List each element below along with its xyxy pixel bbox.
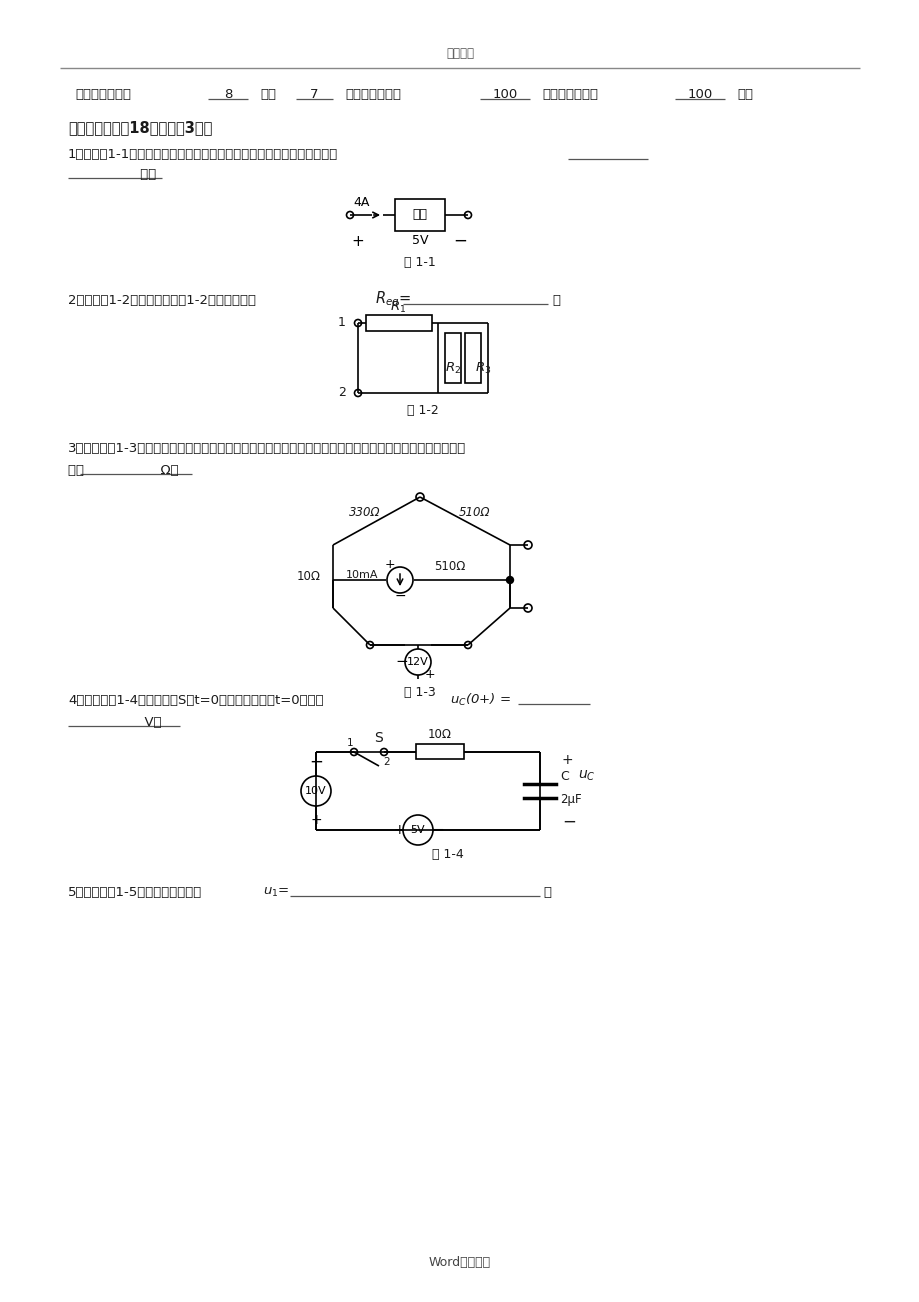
Text: 图 1-4: 图 1-4 bbox=[432, 849, 463, 862]
Text: $R_{eq}$=: $R_{eq}$= bbox=[375, 290, 411, 310]
Text: 2μF: 2μF bbox=[560, 793, 581, 806]
Bar bbox=[366, 315, 432, 331]
Text: 页，: 页， bbox=[260, 87, 276, 100]
Text: 2、计算图1-2所示电路中端口1-2端的等效电阻: 2、计算图1-2所示电路中端口1-2端的等效电阻 bbox=[68, 293, 255, 306]
Text: −: − bbox=[393, 589, 405, 603]
Text: 1: 1 bbox=[338, 316, 346, 329]
Text: 注意：本试卷共: 注意：本试卷共 bbox=[75, 87, 130, 100]
Text: $R_3$: $R_3$ bbox=[474, 361, 491, 375]
Text: 1: 1 bbox=[346, 738, 353, 749]
Text: +: + bbox=[392, 823, 404, 837]
Text: 8: 8 bbox=[223, 87, 232, 100]
Text: 330Ω: 330Ω bbox=[349, 506, 380, 519]
Text: 图 1-2: 图 1-2 bbox=[407, 405, 438, 418]
Text: +: + bbox=[562, 753, 573, 767]
Text: $u_1$=: $u_1$= bbox=[263, 885, 289, 898]
Bar bbox=[464, 333, 481, 383]
Text: 510Ω: 510Ω bbox=[459, 506, 490, 519]
Text: +: + bbox=[384, 557, 395, 570]
Text: 。: 。 bbox=[551, 293, 560, 306]
Bar bbox=[415, 743, 463, 759]
Text: 100: 100 bbox=[686, 87, 712, 100]
Text: 2: 2 bbox=[338, 387, 346, 400]
Text: +: + bbox=[310, 812, 322, 827]
Text: 2: 2 bbox=[383, 756, 390, 767]
Text: 分；考试时间为: 分；考试时间为 bbox=[541, 87, 597, 100]
Text: 一、填空题（共18分，每空3分）: 一、填空题（共18分，每空3分） bbox=[68, 121, 212, 135]
Text: 3、电路如图1-3所示，应用戴维宁定理将其等效为一个电阻和一个电压源的串联，试计算该串联电路的等效电: 3、电路如图1-3所示，应用戴维宁定理将其等效为一个电阻和一个电压源的串联，试计… bbox=[68, 441, 466, 454]
Text: S: S bbox=[374, 730, 383, 745]
Text: V。: V。 bbox=[68, 716, 162, 729]
Text: +: + bbox=[351, 233, 364, 249]
Bar bbox=[445, 333, 460, 383]
Text: 4A: 4A bbox=[354, 197, 369, 210]
Text: 图 1-3: 图 1-3 bbox=[403, 685, 436, 698]
Text: 5V: 5V bbox=[410, 825, 425, 835]
Text: 。: 。 bbox=[542, 885, 550, 898]
Text: 阻为                  Ω。: 阻为 Ω。 bbox=[68, 464, 178, 477]
Text: −: − bbox=[562, 812, 575, 831]
Text: −: − bbox=[309, 753, 323, 771]
Text: C: C bbox=[560, 769, 568, 783]
Text: 510Ω: 510Ω bbox=[434, 560, 465, 573]
Text: $R_2$: $R_2$ bbox=[445, 361, 460, 375]
Text: 图 1-1: 图 1-1 bbox=[403, 256, 436, 270]
Text: +: + bbox=[425, 668, 435, 681]
Text: $u_C$(0+) =: $u_C$(0+) = bbox=[449, 691, 510, 708]
Text: 分钟: 分钟 bbox=[736, 87, 752, 100]
Text: −: − bbox=[452, 232, 467, 250]
Text: 7: 7 bbox=[310, 87, 318, 100]
Text: −: − bbox=[429, 822, 444, 838]
Text: −: − bbox=[395, 655, 408, 669]
Text: 12V: 12V bbox=[407, 658, 428, 667]
Text: $R_1$: $R_1$ bbox=[390, 299, 405, 315]
Text: 5、电路如图1-5所示，试写出电压: 5、电路如图1-5所示，试写出电压 bbox=[68, 885, 202, 898]
Text: 10mA: 10mA bbox=[346, 570, 378, 579]
Text: Word完美格式: Word完美格式 bbox=[428, 1255, 491, 1268]
Text: 元件: 元件 bbox=[412, 208, 427, 221]
Text: 道大题，满分为: 道大题，满分为 bbox=[345, 87, 401, 100]
Text: $u_C$: $u_C$ bbox=[577, 768, 595, 784]
Text: 10Ω: 10Ω bbox=[427, 728, 451, 741]
Text: 瓦。: 瓦。 bbox=[68, 168, 156, 181]
Bar bbox=[394, 199, 445, 230]
Text: 4、电路如图1-4所示，开关S在t=0时动作，计算在t=0时电压: 4、电路如图1-4所示，开关S在t=0时动作，计算在t=0时电压 bbox=[68, 694, 323, 707]
Text: 1、根据图1-1所示电路中电压和电流的参考方向，试计算该元件吸收功率: 1、根据图1-1所示电路中电压和电流的参考方向，试计算该元件吸收功率 bbox=[68, 148, 338, 161]
Text: 10Ω: 10Ω bbox=[297, 569, 321, 582]
Text: 10V: 10V bbox=[305, 786, 326, 796]
Text: 可编辑版: 可编辑版 bbox=[446, 47, 473, 60]
Circle shape bbox=[506, 577, 513, 583]
Text: 5V: 5V bbox=[412, 234, 427, 247]
Text: 100: 100 bbox=[492, 87, 517, 100]
